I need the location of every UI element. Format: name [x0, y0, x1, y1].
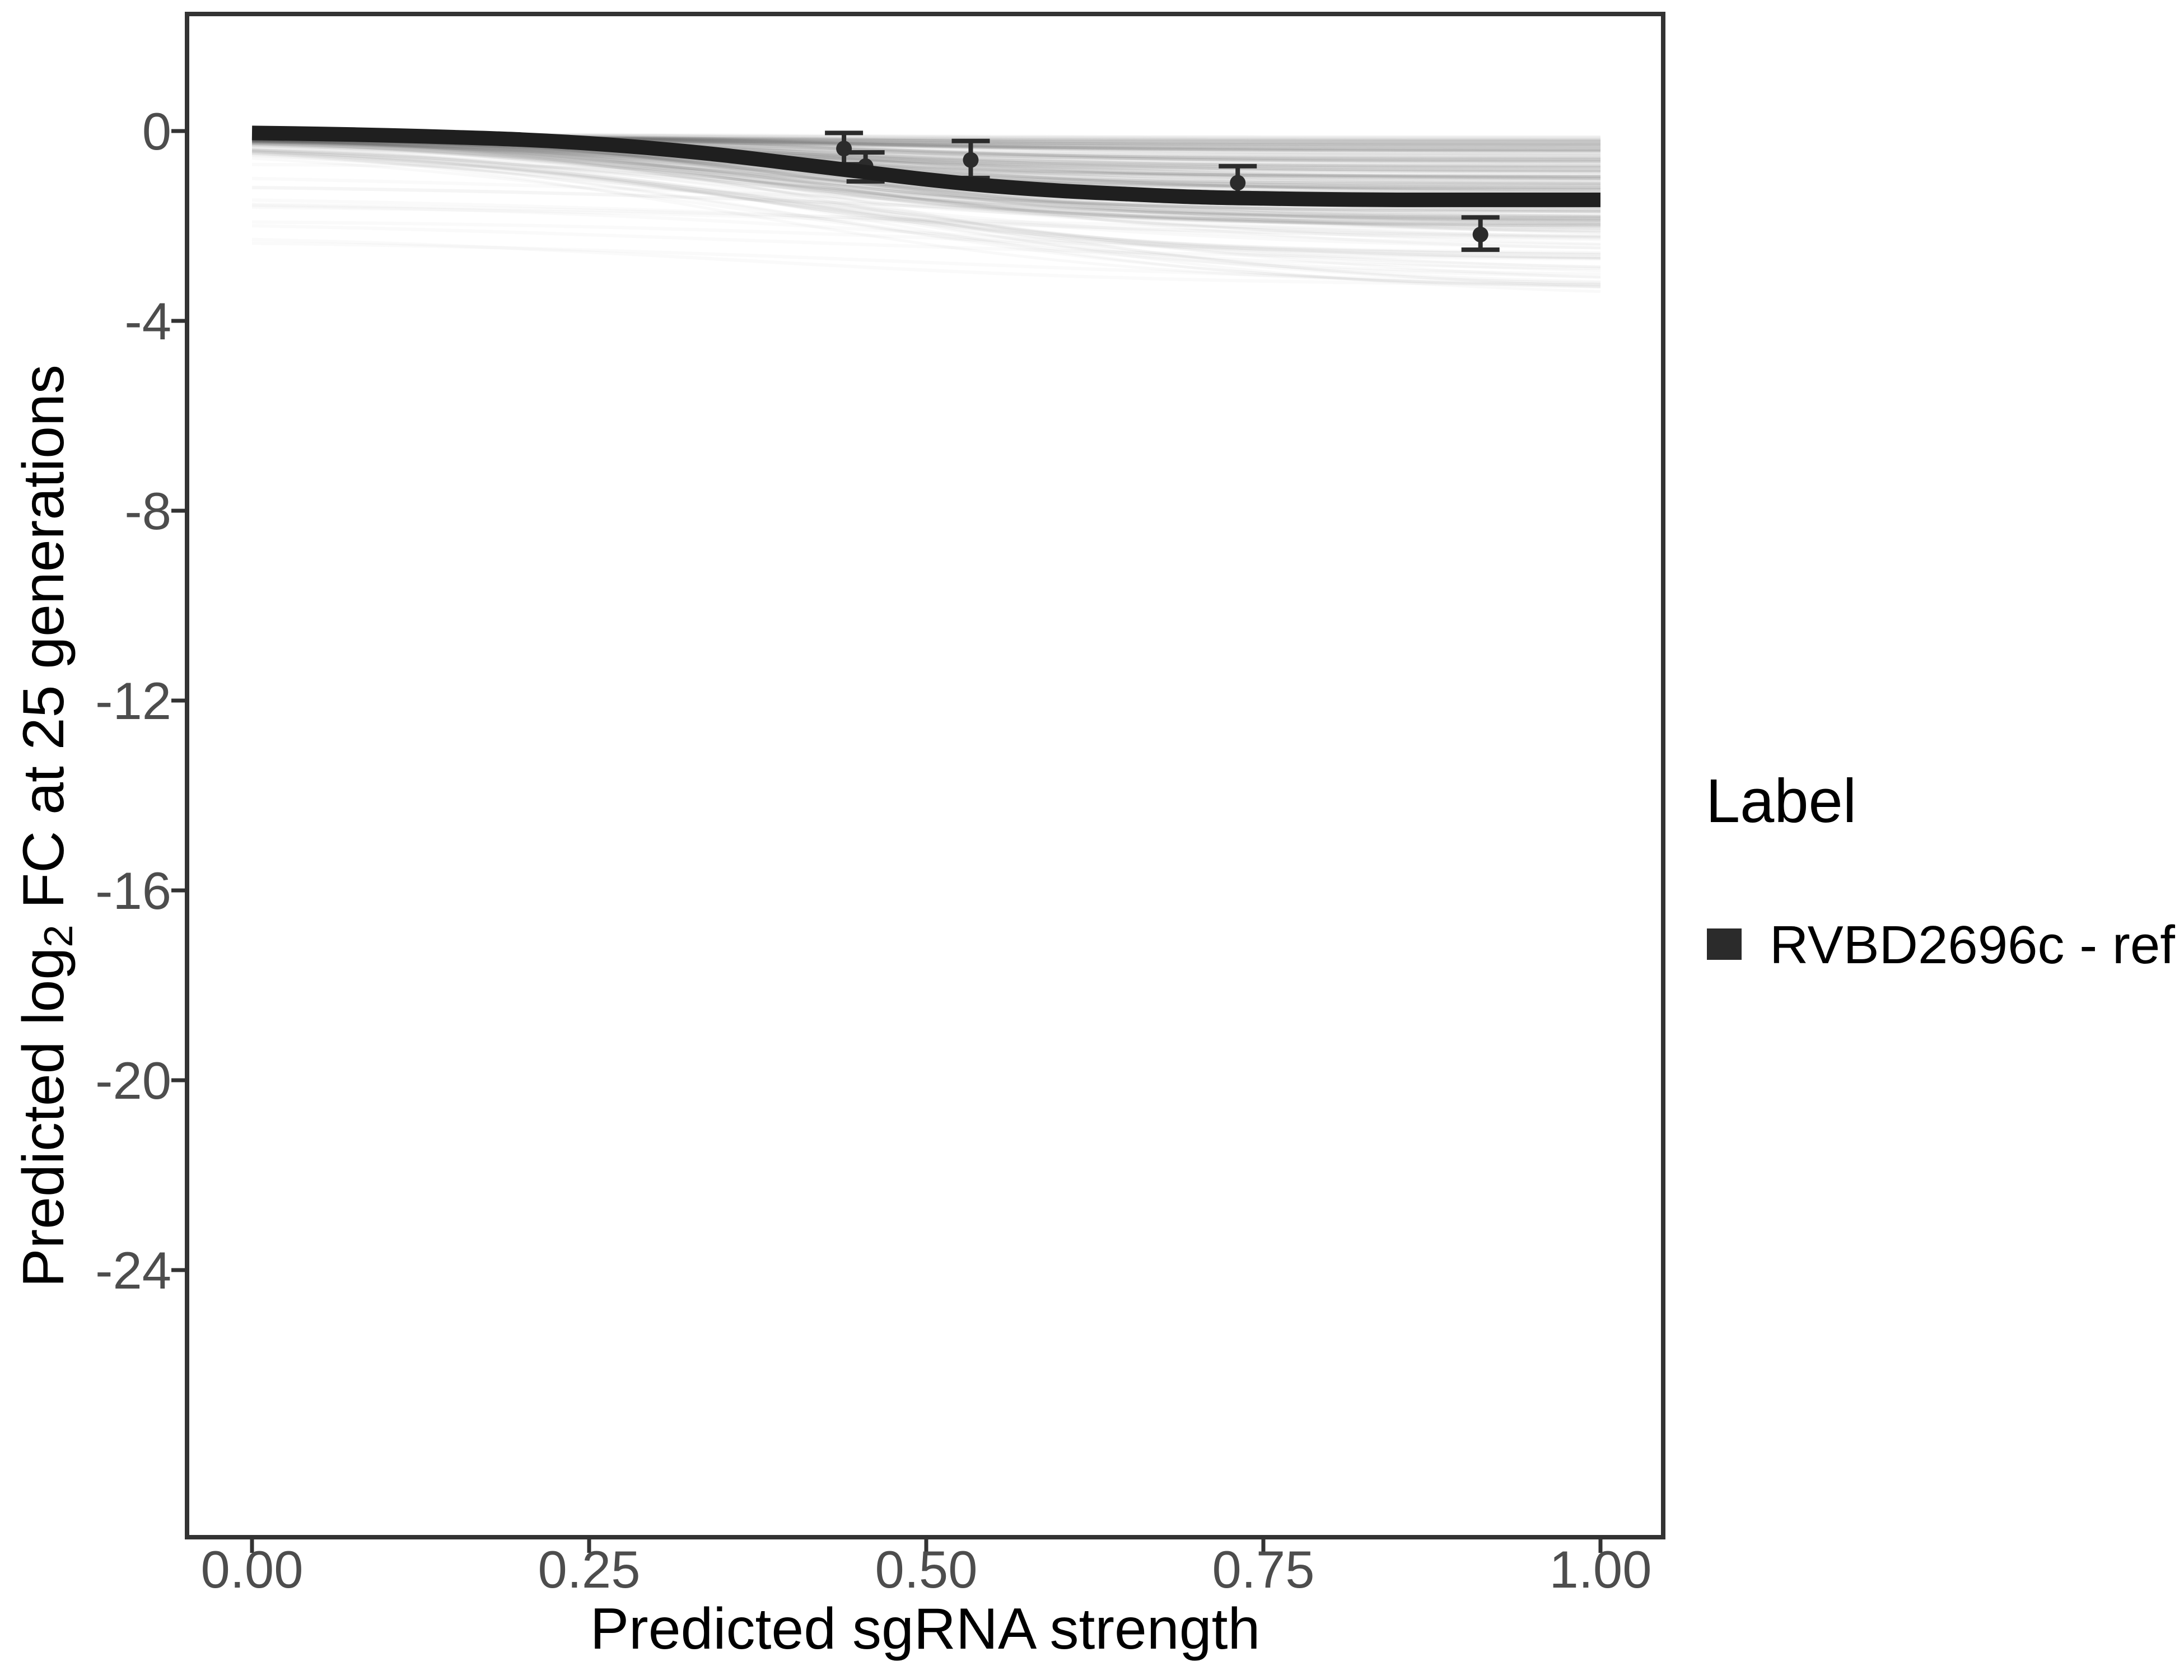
y-axis-title-text: Predicted log — [11, 947, 76, 1287]
y-axis-title: Predicted log2 FC at 25 generations — [11, 154, 81, 1498]
legend-title: Label — [1706, 767, 1857, 836]
legend-entry: RVBD2696c - ref — [1706, 918, 2182, 972]
reference-curve — [251, 125, 1600, 207]
legend: Label RVBD2696c - ref — [1706, 767, 2182, 972]
y-tick-label: -12 — [95, 671, 171, 730]
y-axis-title-subscript: 2 — [36, 925, 82, 948]
x-axis-title: Predicted sgRNA strength — [590, 1597, 1261, 1662]
y-tick-label: -24 — [95, 1241, 171, 1300]
x-tick-label: 0.75 — [1212, 1540, 1315, 1599]
x-tick-label: 1.00 — [1549, 1540, 1652, 1599]
axis-ticks — [171, 129, 1603, 1553]
y-tick-label: -16 — [95, 861, 171, 920]
x-tick-label: 0.25 — [538, 1540, 641, 1599]
x-tick-label: 0.00 — [200, 1540, 304, 1599]
y-tick-label: -8 — [124, 482, 171, 540]
x-tick-label: 0.50 — [875, 1540, 978, 1599]
y-axis-title-text-tail: FC at 25 generations — [11, 365, 76, 925]
y-tick-label: -20 — [95, 1051, 171, 1110]
legend-key-swatch — [1707, 928, 1742, 960]
y-tick-label: -4 — [124, 292, 171, 351]
ensemble-curves — [251, 132, 1601, 293]
legend-entry-label: RVBD2696c - ref — [1770, 915, 2175, 975]
y-tick-label: 0 — [142, 102, 171, 161]
